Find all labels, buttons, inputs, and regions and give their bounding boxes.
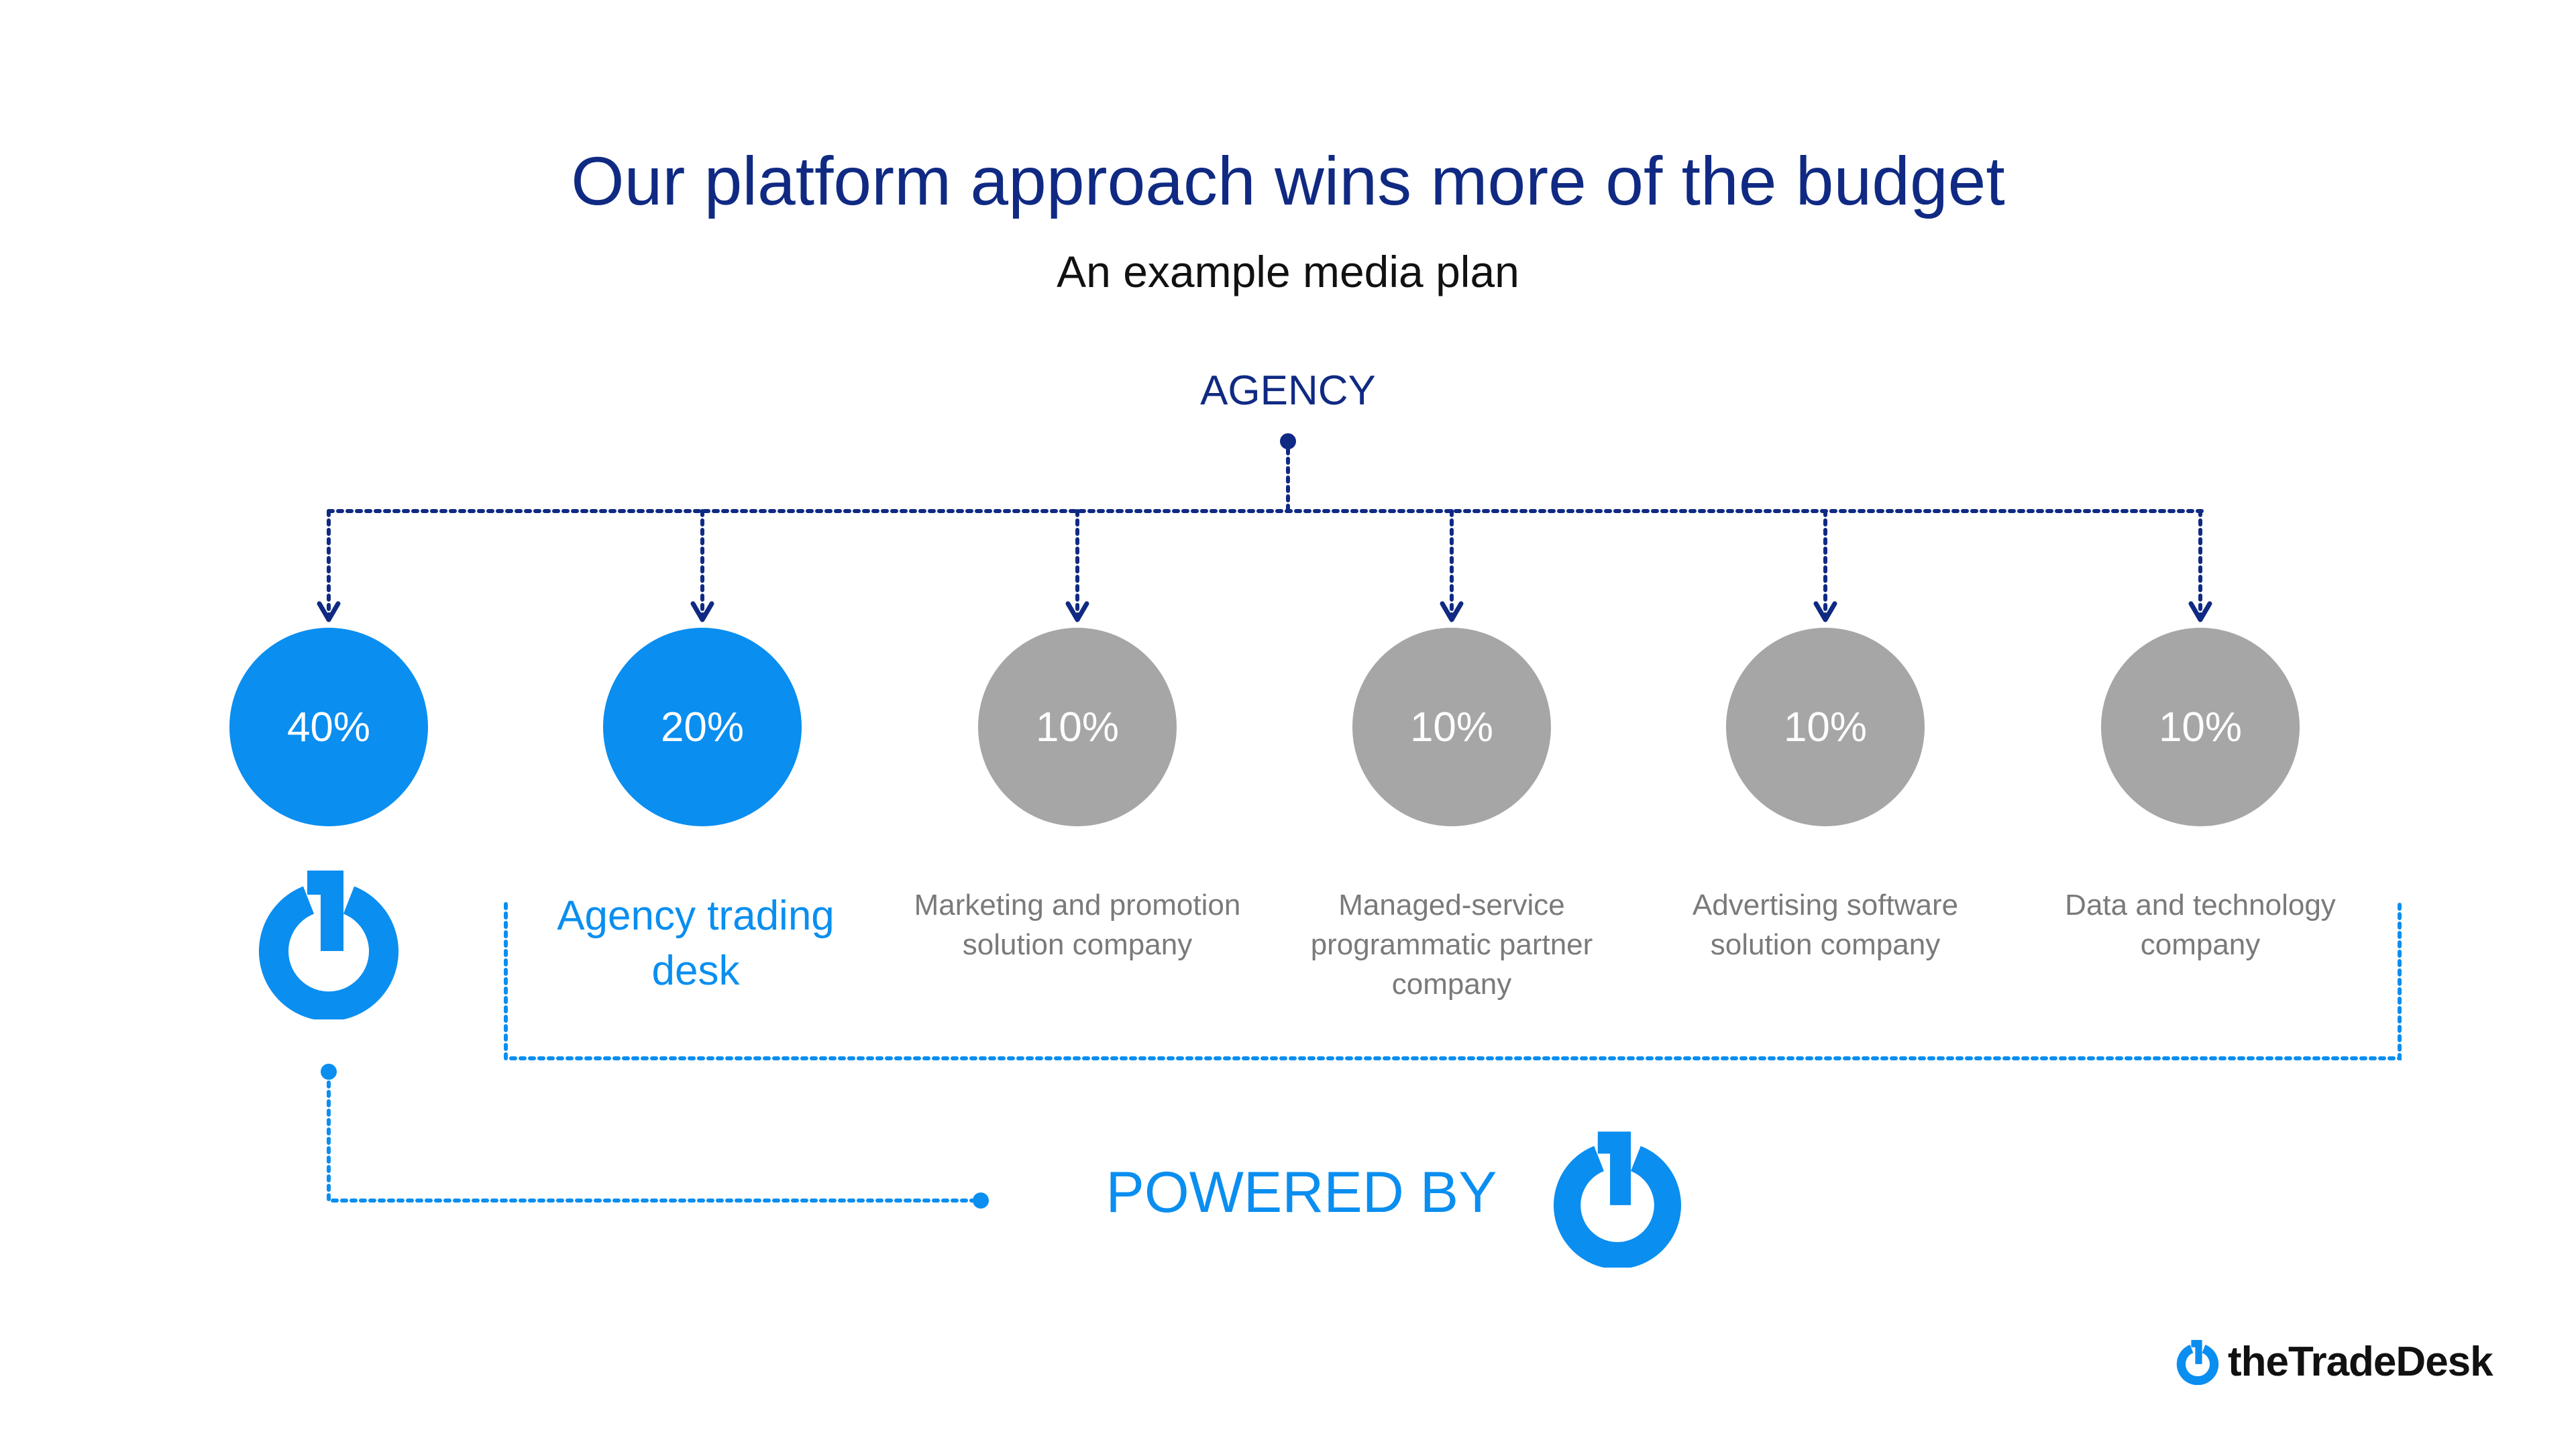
budget-value-6: 10% bbox=[2158, 704, 2243, 750]
logo-link-line bbox=[327, 1071, 983, 1203]
tradedesk-power-icon bbox=[259, 871, 398, 1019]
branch-arrowheads bbox=[317, 601, 2212, 622]
arrowhead-6 bbox=[2188, 601, 2212, 622]
node-label-4: Managed-service programmatic partner com… bbox=[1310, 889, 1593, 1001]
budget-circle-6: 10% bbox=[2101, 628, 2300, 826]
powered-by-label: POWERED BY bbox=[1106, 1160, 1497, 1225]
agency-label: AGENCY bbox=[1200, 368, 1376, 414]
arrowhead-1 bbox=[317, 601, 341, 622]
arrowhead-2 bbox=[690, 601, 714, 622]
budget-value-5: 10% bbox=[1783, 704, 1868, 750]
budget-value-2: 20% bbox=[660, 704, 745, 750]
arrowhead-4 bbox=[1440, 601, 1464, 622]
node-label-5: Advertising software solution company bbox=[1692, 889, 1959, 961]
budget-circle-4: 10% bbox=[1352, 628, 1551, 826]
bracket-line bbox=[504, 902, 2402, 1060]
slide-title: Our platform approach wins more of the b… bbox=[571, 143, 2005, 219]
budget-circle-5: 10% bbox=[1726, 628, 1925, 826]
powered-by-logo-icon bbox=[1554, 1131, 1681, 1268]
brand-name: theTradeDesk bbox=[2228, 1338, 2493, 1385]
arrowhead-3 bbox=[1065, 601, 1089, 622]
brand-logo: theTradeDesk bbox=[2176, 1331, 2524, 1392]
logo-link-start-dot bbox=[321, 1064, 337, 1080]
agency-root-dot bbox=[1280, 433, 1296, 449]
budget-value-4: 10% bbox=[1409, 704, 1494, 750]
agency-connectors bbox=[327, 433, 2208, 618]
budget-circle-3: 10% bbox=[978, 628, 1177, 826]
budget-value-1: 40% bbox=[286, 704, 371, 750]
slide-subtitle: An example media plan bbox=[1057, 247, 1519, 296]
node-label-6: Data and technology company bbox=[2065, 889, 2336, 961]
node-label-2: Agency trading desk bbox=[557, 893, 835, 994]
arrowhead-5 bbox=[1813, 601, 1837, 622]
powered-by-connectors bbox=[321, 902, 2402, 1209]
budget-circle-1: 40% bbox=[229, 628, 428, 826]
node-label-3: Marketing and promotion solution company bbox=[914, 889, 1241, 961]
budget-circle-2: 20% bbox=[603, 628, 802, 826]
logo-link-end-dot bbox=[973, 1192, 989, 1209]
brand-power-icon bbox=[2176, 1339, 2219, 1385]
budget-value-3: 10% bbox=[1035, 704, 1120, 750]
